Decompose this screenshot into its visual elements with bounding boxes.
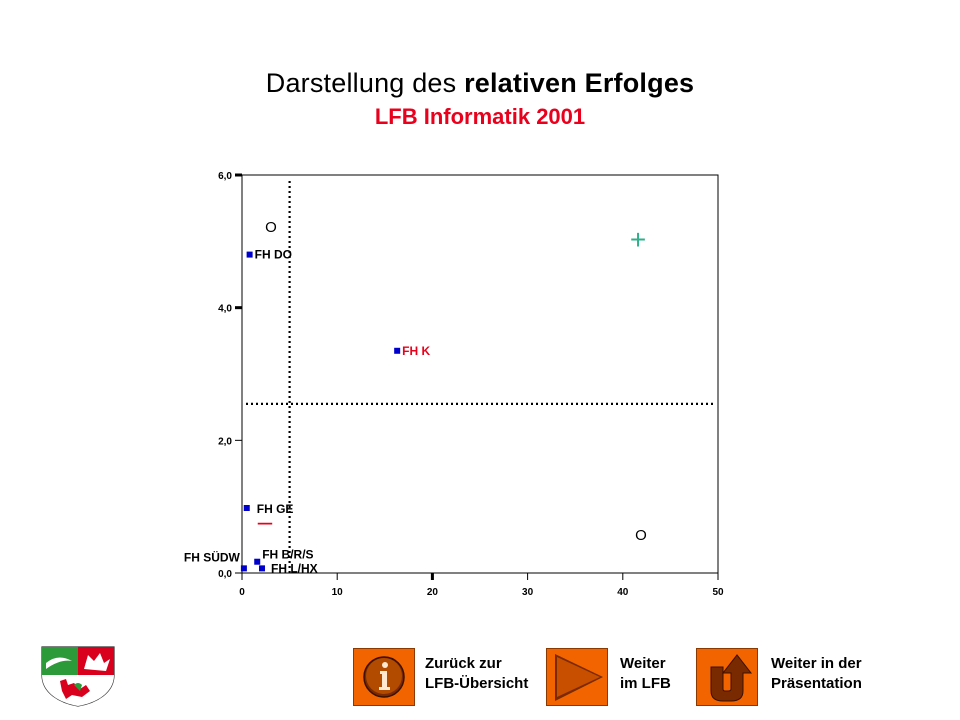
data-point	[394, 347, 401, 354]
data-point	[246, 251, 253, 258]
page-title: Darstellung des relativen Erfolges	[0, 68, 960, 99]
y-tick-label: 0,0	[218, 569, 232, 580]
quadrant-marker-bottom-left: –	[258, 506, 273, 536]
data-point	[240, 565, 247, 572]
data-point-label: FH DO	[255, 248, 292, 262]
x-tick-label: 30	[522, 587, 534, 598]
play-arrow-icon	[555, 654, 603, 701]
x-tick-label: 40	[617, 587, 629, 598]
y-tick-label: 6,0	[218, 171, 232, 182]
title-bold: relativen Erfolges	[464, 68, 695, 98]
next-in-lfb-label: Weiter im LFB	[620, 654, 671, 694]
next-in-lfb-button[interactable]	[546, 648, 608, 706]
quadrant-marker-bottom-right: O	[635, 527, 647, 544]
data-point	[254, 558, 261, 565]
data-point-label: FH SÜDW	[184, 549, 241, 564]
quadrant-marker-top-left: O	[265, 219, 277, 236]
x-tick-label: 0	[239, 587, 245, 598]
x-tick-label: 50	[712, 587, 724, 598]
data-point	[243, 504, 250, 511]
continue-presentation-button[interactable]	[696, 648, 758, 706]
continue-presentation-label: Weiter in der Präsentation	[771, 654, 862, 694]
data-point-label: FH L/HX	[271, 561, 318, 575]
y-tick-label: 4,0	[218, 304, 232, 315]
page-subtitle: LFB Informatik 2001	[374, 104, 586, 129]
quadrant-marker-top-right: +	[630, 224, 646, 255]
back-to-overview-button[interactable]	[353, 648, 415, 706]
x-tick-label: 10	[332, 587, 344, 598]
data-point-label: FH GE	[257, 502, 294, 516]
data-point-label: FH B/R/S	[262, 548, 313, 562]
y-tick-label: 2,0	[218, 436, 232, 447]
plot-area	[241, 174, 719, 574]
data-point-label: FH K	[402, 344, 430, 358]
x-tick-label: 20	[427, 587, 439, 598]
nrw-coat-of-arms-logo	[41, 646, 115, 707]
scatter-chart: 0,0 2,0 4,0 6,0 0 10 20 30 40 50 FH DO FH K FH GE FH …	[184, 171, 724, 598]
title-prefix: Darstellung des	[265, 68, 465, 98]
data-point	[258, 565, 265, 572]
back-to-overview-label: Zurück zur LFB-Übersicht	[425, 654, 545, 694]
info-icon	[363, 656, 405, 698]
u-turn-icon	[710, 654, 753, 702]
